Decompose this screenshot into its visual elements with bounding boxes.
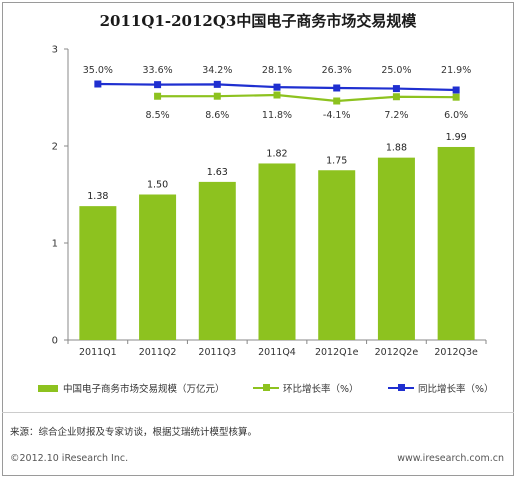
yoy-value-label: 26.3% — [322, 65, 352, 76]
qoq-line — [157, 93, 457, 103]
qoq-value-label: 11.8% — [262, 110, 292, 121]
legend-item-qoq: 环比增长率（%） — [253, 380, 359, 396]
yoy-value-label: 35.0% — [83, 65, 113, 76]
bar-value-label: 1.99 — [446, 132, 467, 143]
yoy-marker — [213, 80, 221, 88]
footer-divider — [2, 412, 514, 413]
x-tick-label: 2012Q3e — [434, 347, 478, 358]
bar-value-label: 1.50 — [147, 180, 168, 191]
website-text: www.iresearch.com.cn — [397, 453, 504, 464]
legend-item-bar: 中国电子商务市场交易规模（万亿元） — [38, 380, 225, 396]
qoq-marker — [273, 91, 281, 99]
bar-value-label: 1.82 — [266, 148, 287, 159]
y-tick-label: 2 — [52, 142, 58, 153]
yoy-value-label: 25.0% — [381, 65, 411, 76]
chart-legend: 中国电子商务市场交易规模（万亿元） 环比增长率（%） 同比增长率（%） — [38, 380, 508, 396]
yoy-marker — [154, 81, 162, 89]
bar-value-label: 1.63 — [207, 167, 228, 178]
qoq-marker — [392, 93, 400, 101]
x-tick-label: 2012Q2e — [375, 347, 419, 358]
x-tick-label: 2011Q2 — [139, 347, 177, 358]
qoq-marker — [154, 92, 162, 100]
qoq-value-label: 7.2% — [384, 110, 408, 121]
qoq-marker — [452, 93, 460, 101]
qoq-marker — [333, 97, 341, 105]
yoy-value-label: 28.1% — [262, 65, 292, 76]
x-tick-label: 2012Q1e — [315, 347, 359, 358]
y-tick-label: 3 — [52, 45, 58, 56]
yoy-value-label: 21.9% — [441, 65, 471, 76]
yoy-value-label: 33.6% — [142, 65, 172, 76]
bar — [198, 181, 236, 340]
qoq-value-label: 8.5% — [146, 110, 170, 121]
bar-value-label: 1.38 — [87, 191, 108, 202]
chart-plot: 0 1 2 3 2011Q1 2011Q2 2011Q3 2011Q4 2012Q1e 2012Q… — [52, 45, 487, 358]
x-tick-label: 2011Q1 — [79, 347, 117, 358]
bar — [318, 170, 356, 340]
bar-value-label: 1.75 — [326, 155, 347, 166]
qoq-value-label: 8.6% — [205, 110, 229, 121]
bar-value-label: 1.88 — [386, 143, 407, 154]
legend-swatch-bar — [38, 384, 58, 392]
bar — [377, 157, 415, 340]
bar — [437, 146, 475, 340]
y-tick-label: 0 — [52, 336, 58, 347]
yoy-value-label: 34.2% — [202, 65, 232, 76]
yoy-marker — [392, 85, 400, 93]
bar — [258, 163, 296, 340]
qoq-marker — [213, 92, 221, 100]
qoq-value-label: 6.0% — [444, 110, 468, 121]
legend-label-yoy: 同比增长率（%） — [418, 384, 494, 395]
y-tick-label: 1 — [52, 239, 58, 250]
copyright-text: ©2012.10 iResearch Inc. — [10, 453, 129, 464]
legend-label-qoq: 环比增长率（%） — [283, 384, 359, 395]
source-note: 来源：综合企业财报及专家访谈，根据艾瑞统计模型核算。 — [10, 427, 258, 438]
chart-title: 2011Q1-2012Q3中国电子商务市场交易规模 — [99, 12, 417, 30]
legend-swatch-qoq — [253, 383, 279, 393]
legend-swatch-yoy — [388, 383, 414, 393]
x-tick-label: 2011Q4 — [258, 347, 296, 358]
bar — [79, 206, 117, 340]
yoy-marker — [94, 80, 102, 88]
qoq-value-label: -4.1% — [323, 110, 351, 121]
bar — [139, 194, 177, 340]
yoy-marker — [333, 84, 341, 92]
legend-label-bar: 中国电子商务市场交易规模（万亿元） — [63, 384, 225, 395]
yoy-marker — [452, 86, 460, 94]
x-tick-label: 2011Q3 — [198, 347, 236, 358]
legend-item-yoy: 同比增长率（%） — [388, 380, 494, 396]
yoy-marker — [273, 83, 281, 91]
